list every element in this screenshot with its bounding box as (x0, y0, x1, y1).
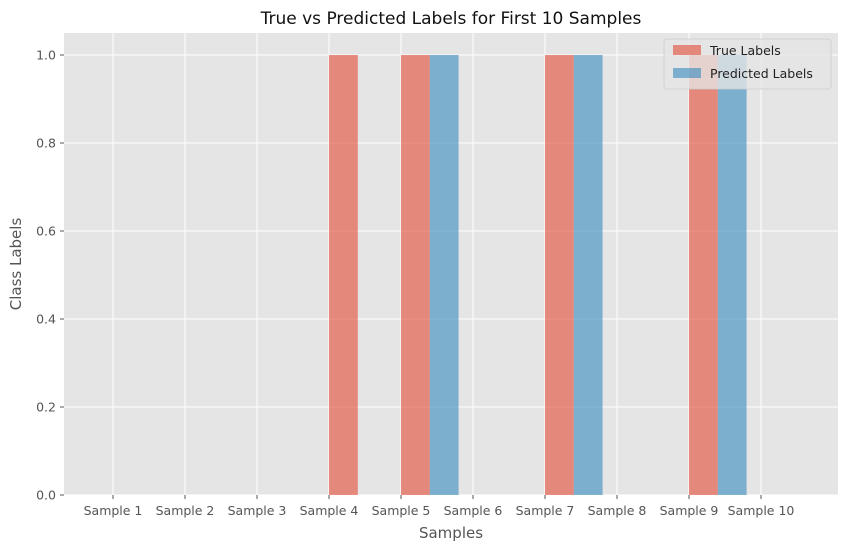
bar-true-labels (689, 55, 718, 495)
y-tick-label: 0.2 (36, 400, 56, 415)
y-tick-label: 0.6 (36, 224, 56, 239)
y-tick-label: 0.4 (36, 312, 56, 327)
legend-label-predicted-labels: Predicted Labels (710, 66, 813, 81)
legend-label-true-labels: True Labels (709, 43, 781, 58)
x-tick-label: Sample 3 (228, 503, 287, 518)
legend: True Labels Predicted Labels (663, 38, 832, 90)
x-tick-label: Sample 7 (516, 503, 575, 518)
x-axis-label: Samples (419, 524, 483, 542)
y-tick-label: 0.0 (36, 488, 56, 503)
x-tick-label: Sample 10 (728, 503, 795, 518)
x-tick-label: Sample 4 (300, 503, 359, 518)
x-tick-label: Sample 9 (660, 503, 719, 518)
bar-predicted-labels (717, 55, 747, 495)
y-tick-label: 1.0 (36, 48, 56, 63)
legend-swatch-predicted-labels (673, 68, 701, 78)
bars (329, 55, 747, 495)
legend-swatch-true-labels (673, 45, 701, 55)
x-tick-label: Sample 1 (84, 503, 143, 518)
y-axis-label: Class Labels (7, 218, 25, 311)
legend-box (663, 38, 832, 90)
x-axis-ticks: Sample 1 Sample 2 Sample 3 Sample 4 Sample 5… (84, 495, 795, 518)
x-tick-label: Sample 8 (588, 503, 647, 518)
bar-true-labels (545, 55, 574, 495)
x-tick-label: Sample 5 (372, 503, 431, 518)
y-axis-ticks: 0.0 0.2 0.4 0.6 0.8 1.0 (36, 48, 64, 503)
x-tick-label: Sample 6 (444, 503, 503, 518)
y-tick-label: 0.8 (36, 136, 56, 151)
bar-predicted-labels (573, 55, 603, 495)
bar-true-labels (329, 55, 358, 495)
x-tick-label: Sample 2 (156, 503, 215, 518)
chart-title: True vs Predicted Labels for First 10 Sa… (260, 9, 642, 29)
bar-predicted-labels (429, 55, 459, 495)
bar-true-labels (401, 55, 430, 495)
